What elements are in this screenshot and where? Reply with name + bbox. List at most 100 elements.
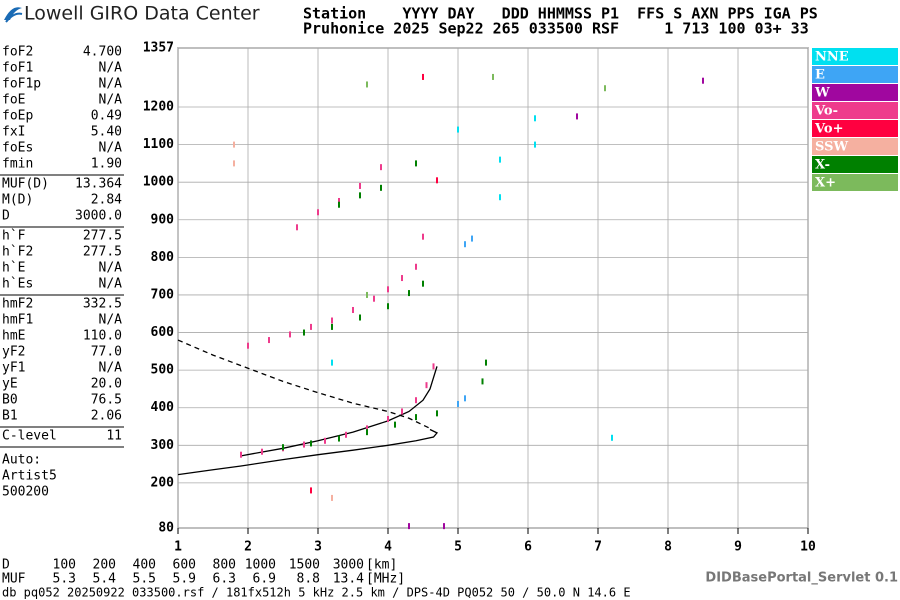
param-value: N/A xyxy=(99,93,123,108)
param-name: foF2 xyxy=(2,45,33,60)
param-name: D xyxy=(2,209,10,224)
echo-point xyxy=(247,342,249,349)
legend-label: NNE xyxy=(815,50,849,65)
muf-value: 6.9 xyxy=(253,572,276,587)
legend-swatch xyxy=(812,156,898,173)
echo-point xyxy=(233,141,235,148)
echo-point xyxy=(338,197,340,204)
muf-value: 5.5 xyxy=(133,572,156,587)
echo-point xyxy=(415,414,417,421)
echo-point xyxy=(380,164,382,171)
echo-point xyxy=(303,441,305,448)
param-value: N/A xyxy=(99,277,123,292)
echo-point xyxy=(702,77,704,84)
legend-swatch xyxy=(812,102,898,119)
y-tick-label: 900 xyxy=(151,212,175,227)
param-value: 5.40 xyxy=(91,125,122,140)
y-tick-label: 400 xyxy=(151,400,175,415)
param-value: 332.5 xyxy=(83,297,122,312)
echo-point xyxy=(261,448,263,455)
muf-value: 5.4 xyxy=(93,572,117,587)
echo-point xyxy=(408,290,410,297)
param-value: 76.5 xyxy=(91,393,122,408)
param-name: hmE xyxy=(2,329,25,344)
param-name: foF1p xyxy=(2,77,41,92)
profile-line xyxy=(177,339,431,429)
echo-point xyxy=(499,194,501,201)
param-value: 13.364 xyxy=(75,177,122,192)
echo-point xyxy=(359,314,361,321)
y-tick-label: 800 xyxy=(151,250,175,265)
echo-point xyxy=(387,303,389,310)
echo-point xyxy=(611,434,613,441)
param-name: foE xyxy=(2,93,25,108)
x-tick-label: 7 xyxy=(594,540,602,555)
echo-point xyxy=(366,425,368,432)
header-line: Pruhonice 2025 Sep22 265 033500 RSF 1 71… xyxy=(303,20,809,38)
param-name: foEs xyxy=(2,141,33,156)
d-value: 1000 xyxy=(245,558,276,573)
echo-point xyxy=(380,184,382,191)
echo-point xyxy=(415,160,417,167)
echo-point xyxy=(457,400,459,407)
echo-point xyxy=(310,440,312,447)
muf-value: 8.8 xyxy=(297,572,320,587)
echo-point xyxy=(296,224,298,231)
param-value: N/A xyxy=(99,261,123,276)
auto-text: Auto: xyxy=(2,453,41,468)
legend-label: X- xyxy=(815,158,830,173)
echo-point xyxy=(352,306,354,313)
legend-swatch xyxy=(812,138,898,155)
y-tick-label: 1200 xyxy=(143,100,174,115)
echo-point xyxy=(457,126,459,133)
y-tick-label: 1357 xyxy=(143,41,174,56)
echo-point xyxy=(604,85,606,92)
echo-point xyxy=(401,275,403,282)
auto-text: 500200 xyxy=(2,485,49,500)
echo-point xyxy=(282,444,284,451)
echo-point xyxy=(534,141,536,148)
echo-point xyxy=(499,156,501,163)
echo-point xyxy=(373,295,375,302)
param-name: fxI xyxy=(2,125,25,140)
servlet: DIDBasePortal_Servlet 0.1 xyxy=(705,571,898,586)
muf-value: 5.3 xyxy=(53,572,76,587)
param-name: h`Es xyxy=(2,277,33,292)
legend-label: E xyxy=(815,68,825,83)
y-tick-label: 500 xyxy=(151,363,175,378)
echo-point xyxy=(233,160,235,167)
param-name: hmF1 xyxy=(2,313,33,328)
param-name: yF1 xyxy=(2,361,25,376)
legend-swatch xyxy=(812,48,898,65)
legend-swatch xyxy=(812,174,898,191)
legend-label: SSW xyxy=(815,140,848,155)
param-value: 0.49 xyxy=(91,109,122,124)
x-tick-label: 1 xyxy=(174,540,182,555)
y-tick-label: 80 xyxy=(158,521,174,536)
echo-point xyxy=(310,487,312,494)
param-name: MUF(D) xyxy=(2,177,49,192)
d-value: 400 xyxy=(133,558,156,573)
d-value: 600 xyxy=(173,558,196,573)
echo-point xyxy=(289,331,291,338)
echo-point xyxy=(303,329,305,336)
legend-label: Vo- xyxy=(814,104,838,119)
d-value: 1500 xyxy=(289,558,320,573)
param-name: foF1 xyxy=(2,61,33,76)
echo-point xyxy=(436,177,438,184)
echo-point xyxy=(422,280,424,287)
legend-label: Vo+ xyxy=(814,122,843,137)
echo-point xyxy=(443,523,445,530)
legend-label: W xyxy=(814,86,830,101)
echo-point xyxy=(408,523,410,530)
logo-icon xyxy=(4,7,23,23)
muf-value: 5.9 xyxy=(173,572,196,587)
echo-point xyxy=(394,421,396,428)
echo-point xyxy=(436,410,438,417)
echo-point xyxy=(471,235,473,242)
echo-point xyxy=(464,395,466,402)
y-tick-label: 1000 xyxy=(143,175,174,190)
echo-point xyxy=(387,415,389,422)
echo-point xyxy=(240,451,242,458)
param-value: 110.0 xyxy=(83,329,122,344)
